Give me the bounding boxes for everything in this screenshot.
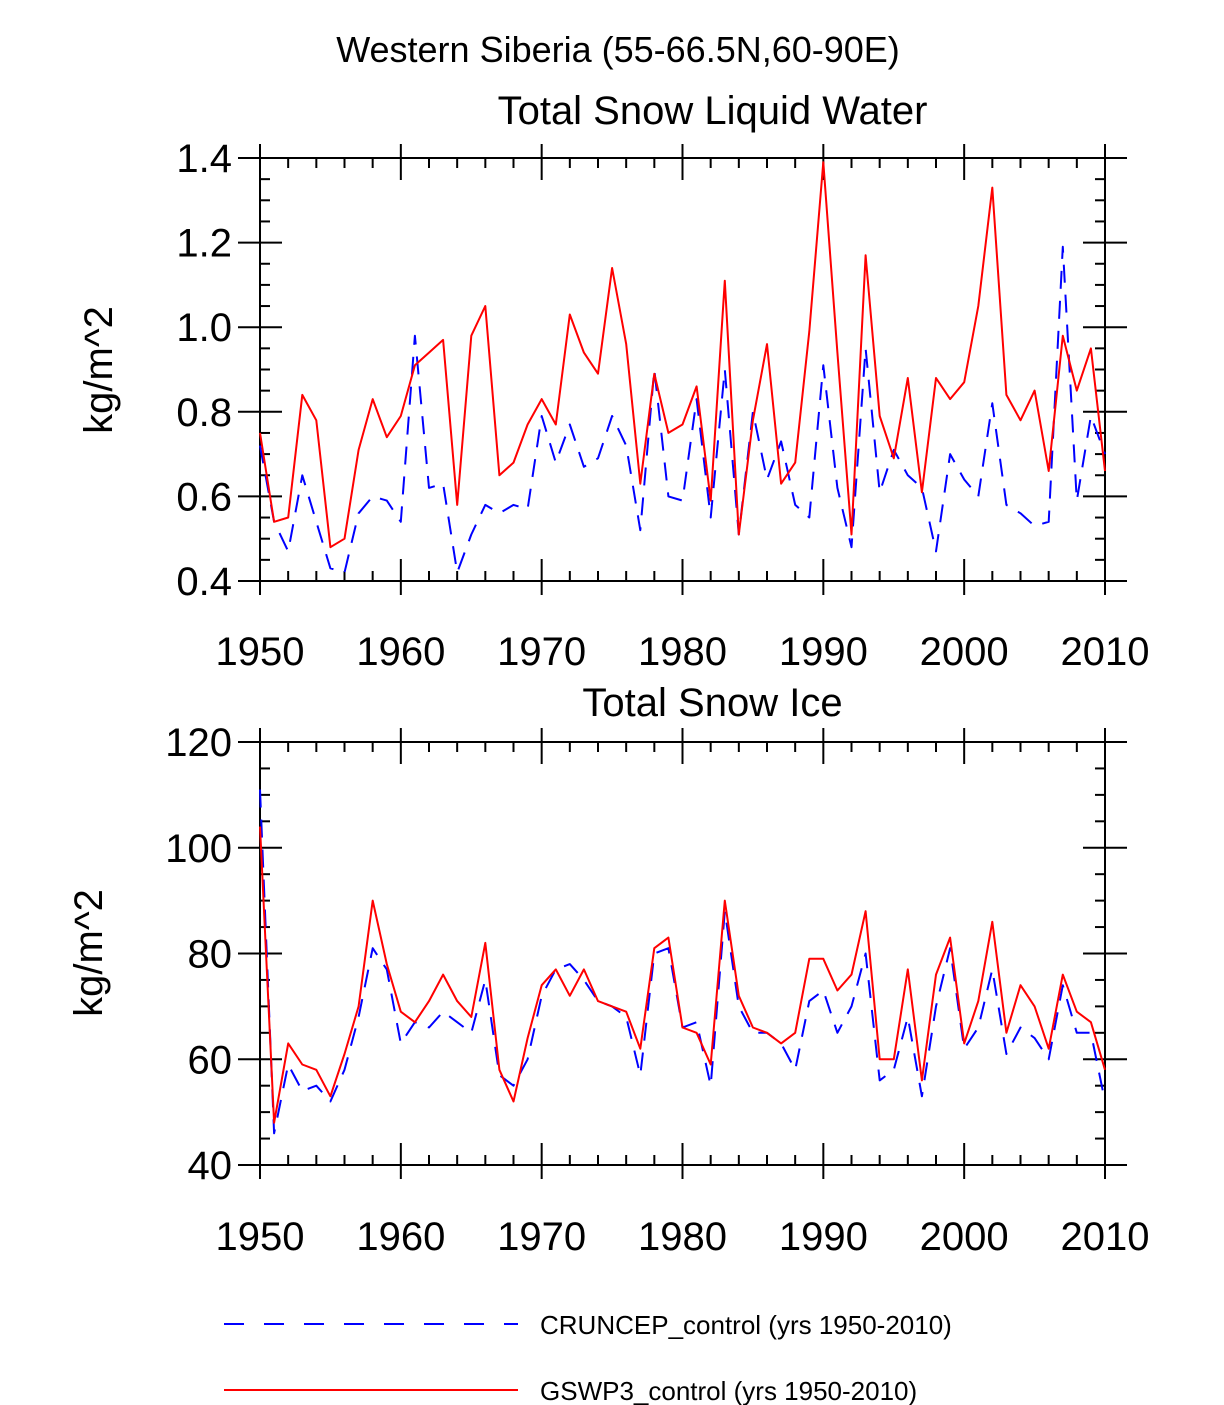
legend: CRUNCEP_control (yrs 1950-2010) GSWP3_co… bbox=[224, 1310, 952, 1405]
y-tick-label: 1.2 bbox=[176, 222, 232, 266]
x-tick-label: 2010 bbox=[1061, 630, 1150, 674]
figure-title: Western Siberia (55-66.5N,60-90E) bbox=[336, 29, 900, 70]
y-tick-label: 0.4 bbox=[176, 560, 232, 604]
panel-liquid-water: Total Snow Liquid Water kg/m^2 1950 1960 197… bbox=[77, 89, 1149, 674]
y-tick-label: 1.0 bbox=[176, 306, 232, 350]
x-tick-label: 2000 bbox=[920, 1215, 1009, 1259]
series-line-gswp3 bbox=[259, 826, 1106, 1124]
y-tick-label: 1.4 bbox=[176, 137, 232, 181]
y-tick-label: 80 bbox=[188, 933, 233, 977]
x-tick-label: 2000 bbox=[920, 630, 1009, 674]
y-axis-label: kg/m^2 bbox=[67, 889, 111, 1017]
x-tick-label: 1960 bbox=[356, 630, 445, 674]
plot-frame bbox=[259, 157, 1106, 582]
panel-snow-ice: Total Snow Ice kg/m^2 1950 1960 1970 1980 1990… bbox=[67, 681, 1149, 1259]
y-tick-label: 120 bbox=[165, 721, 232, 765]
x-tick-label: 1990 bbox=[779, 630, 868, 674]
legend-label-cruncep: CRUNCEP_control (yrs 1950-2010) bbox=[540, 1310, 952, 1340]
x-tick-label: 1950 bbox=[216, 1215, 305, 1259]
y-tick-label: 0.8 bbox=[176, 391, 232, 435]
y-tick-label: 100 bbox=[165, 827, 232, 871]
x-tick-label: 1970 bbox=[497, 630, 586, 674]
x-tick-label: 2010 bbox=[1061, 1215, 1150, 1259]
x-tick-label: 1950 bbox=[216, 630, 305, 674]
series-line-cruncep bbox=[259, 245, 1106, 574]
y-tick-label: 60 bbox=[188, 1038, 233, 1082]
legend-label-gswp3: GSWP3_control (yrs 1950-2010) bbox=[540, 1376, 917, 1405]
x-tick-label: 1980 bbox=[638, 630, 727, 674]
panel-title: Total Snow Liquid Water bbox=[498, 89, 928, 133]
y-tick-label: 0.6 bbox=[176, 475, 232, 519]
y-axis-label: kg/m^2 bbox=[77, 306, 121, 434]
series-line-gswp3 bbox=[259, 161, 1106, 549]
panel-title: Total Snow Ice bbox=[582, 681, 842, 725]
x-tick-label: 1960 bbox=[356, 1215, 445, 1259]
x-tick-label: 1990 bbox=[779, 1215, 868, 1259]
plot-frame bbox=[259, 741, 1106, 1166]
y-tick-label: 40 bbox=[188, 1144, 233, 1188]
x-tick-label: 1980 bbox=[638, 1215, 727, 1259]
x-tick-label: 1970 bbox=[497, 1215, 586, 1259]
